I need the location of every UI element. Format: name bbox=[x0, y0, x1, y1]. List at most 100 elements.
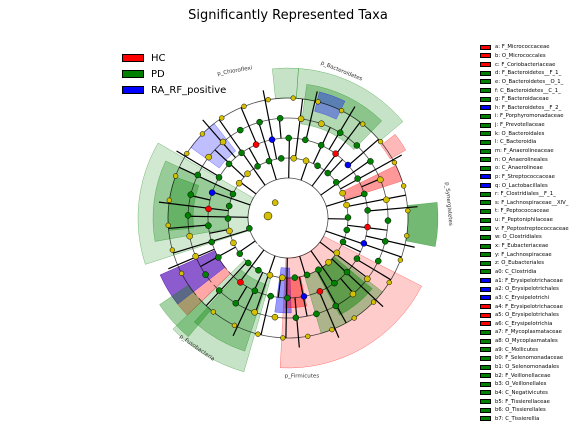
taxon-node bbox=[331, 279, 338, 287]
taxon-node bbox=[332, 302, 339, 310]
taxa-key-swatch bbox=[480, 252, 491, 258]
taxon-node bbox=[231, 322, 238, 329]
taxon-node bbox=[205, 153, 212, 161]
taxa-key-row: f: C_Bacteroidetes__C_1_ bbox=[480, 86, 576, 95]
taxa-key-swatch bbox=[480, 165, 491, 171]
taxon-node bbox=[187, 191, 195, 198]
taxon-node bbox=[349, 290, 357, 298]
taxon-node bbox=[178, 270, 185, 277]
taxon-node bbox=[353, 255, 361, 262]
taxa-key-swatch bbox=[480, 191, 491, 197]
taxa-key-row: a8: O_Mycoplasmatales bbox=[480, 337, 576, 346]
taxa-key-row: z: O_Eubacteriales bbox=[480, 259, 576, 268]
taxon-node bbox=[215, 174, 223, 181]
taxon-node bbox=[343, 201, 350, 209]
taxa-key-label: g: F_Bacteroidaceae bbox=[495, 96, 549, 103]
taxon-node bbox=[267, 292, 274, 300]
taxa-key-label: b0: F_Selenomonadaceae bbox=[495, 355, 564, 362]
taxa-key-row: o: C_Anaerolineae bbox=[480, 164, 576, 173]
taxonomy-ring bbox=[247, 177, 329, 259]
taxa-key-row: a0: C_Clostridia bbox=[480, 268, 576, 277]
taxa-key-swatch bbox=[480, 122, 491, 128]
taxon-node bbox=[360, 121, 366, 127]
branch bbox=[342, 242, 361, 253]
taxa-key-row: b0: F_Selenomonadaceae bbox=[480, 354, 576, 363]
taxon-node bbox=[325, 258, 332, 266]
legend-item-pd: PD bbox=[122, 66, 226, 82]
taxon-node bbox=[165, 222, 171, 228]
taxa-key-label: r: F_Clostridiales__F_1_ bbox=[495, 191, 556, 198]
branch bbox=[239, 181, 257, 195]
taxa-key-row: l: C_Bacteroidia bbox=[480, 138, 576, 147]
taxa-key-swatch bbox=[480, 53, 491, 59]
taxa-key-label: m: F_Anaerolineaceae bbox=[495, 148, 554, 154]
taxon-node bbox=[266, 271, 274, 279]
legend-item-ra: RA_RF_positive bbox=[122, 82, 226, 98]
taxon-node bbox=[254, 163, 261, 170]
legend-item-hc: HC bbox=[122, 50, 226, 66]
taxa-key-row: a1: F_Erysipelotrichaceae bbox=[480, 276, 576, 285]
taxa-key-row: x: F_Eubacteriaceae bbox=[480, 242, 576, 251]
taxa-key-label: b1: O_Selenomonadales bbox=[495, 364, 560, 371]
taxa-key-label: u: F_Peptoniphilaceae bbox=[495, 217, 553, 224]
taxa-key-row: a2: O_Erysipelotrichales bbox=[480, 285, 576, 294]
taxon-node bbox=[367, 158, 374, 165]
taxa-key-label: a7: F_Mycoplasmataceae bbox=[495, 329, 562, 336]
taxa-key-swatch bbox=[480, 286, 491, 292]
taxa-key-swatch bbox=[480, 234, 491, 240]
taxa-key-swatch bbox=[480, 390, 491, 396]
branch bbox=[277, 277, 282, 298]
taxon-node bbox=[192, 253, 199, 260]
taxa-key-swatch bbox=[480, 269, 491, 275]
taxa-key-swatch bbox=[480, 62, 491, 68]
taxon-node bbox=[343, 226, 351, 234]
taxa-key-swatch bbox=[480, 295, 491, 301]
taxon-node bbox=[338, 107, 345, 114]
branch bbox=[347, 138, 379, 166]
taxa-key-label: a4: F_Erysipelotrichaceae bbox=[495, 303, 563, 310]
taxon-node bbox=[400, 183, 407, 189]
branch bbox=[168, 224, 209, 230]
legend-swatch-hc bbox=[122, 54, 144, 62]
taxon-node bbox=[324, 169, 332, 177]
taxa-key-row: v: F_Peptostreptococcaceae bbox=[480, 224, 576, 233]
taxa-key-swatch bbox=[480, 416, 491, 422]
taxa-key-label: l: C_Bacteroidia bbox=[495, 139, 537, 146]
branch bbox=[240, 107, 258, 145]
taxa-key-swatch bbox=[480, 407, 491, 413]
taxon-node bbox=[339, 238, 347, 246]
taxon-node bbox=[397, 257, 404, 263]
taxa-key-row: b1: O_Selenomonadales bbox=[480, 363, 576, 372]
taxon-node bbox=[236, 250, 244, 257]
branch bbox=[239, 249, 265, 283]
branch bbox=[310, 250, 335, 284]
taxa-key-label: p: F_Streptococcaceae bbox=[495, 173, 555, 180]
taxa-key-row: y: F_Lachnospiraceae bbox=[480, 250, 576, 259]
clade-highlight-sectors bbox=[137, 67, 439, 373]
taxon-nodes bbox=[165, 95, 411, 341]
taxon-node bbox=[194, 171, 201, 179]
taxa-key-swatch bbox=[480, 304, 491, 310]
taxa-key-swatch bbox=[480, 278, 491, 284]
branch bbox=[316, 270, 347, 324]
taxa-key-label: b: O_Micrococcales bbox=[495, 52, 546, 59]
taxa-key-swatch bbox=[480, 105, 491, 111]
taxon-node bbox=[297, 115, 305, 123]
taxa-key-row: b7: C_Tissierellia bbox=[480, 415, 576, 424]
clade-highlight bbox=[272, 67, 299, 99]
taxon-node bbox=[219, 115, 225, 121]
branch bbox=[319, 241, 369, 279]
taxa-key-swatch bbox=[480, 44, 491, 50]
taxon-node bbox=[268, 136, 276, 143]
taxa-key-row: b4: C_Negativicutes bbox=[480, 389, 576, 398]
branch bbox=[168, 248, 215, 270]
branch bbox=[361, 178, 381, 188]
clade-highlight bbox=[300, 84, 383, 151]
branch bbox=[299, 256, 307, 276]
taxon-node bbox=[210, 309, 216, 315]
taxon-node bbox=[232, 300, 240, 307]
taxon-node bbox=[315, 266, 322, 273]
taxon-node bbox=[241, 103, 247, 109]
clade-highlight bbox=[380, 133, 407, 160]
taxon-node bbox=[184, 150, 190, 157]
